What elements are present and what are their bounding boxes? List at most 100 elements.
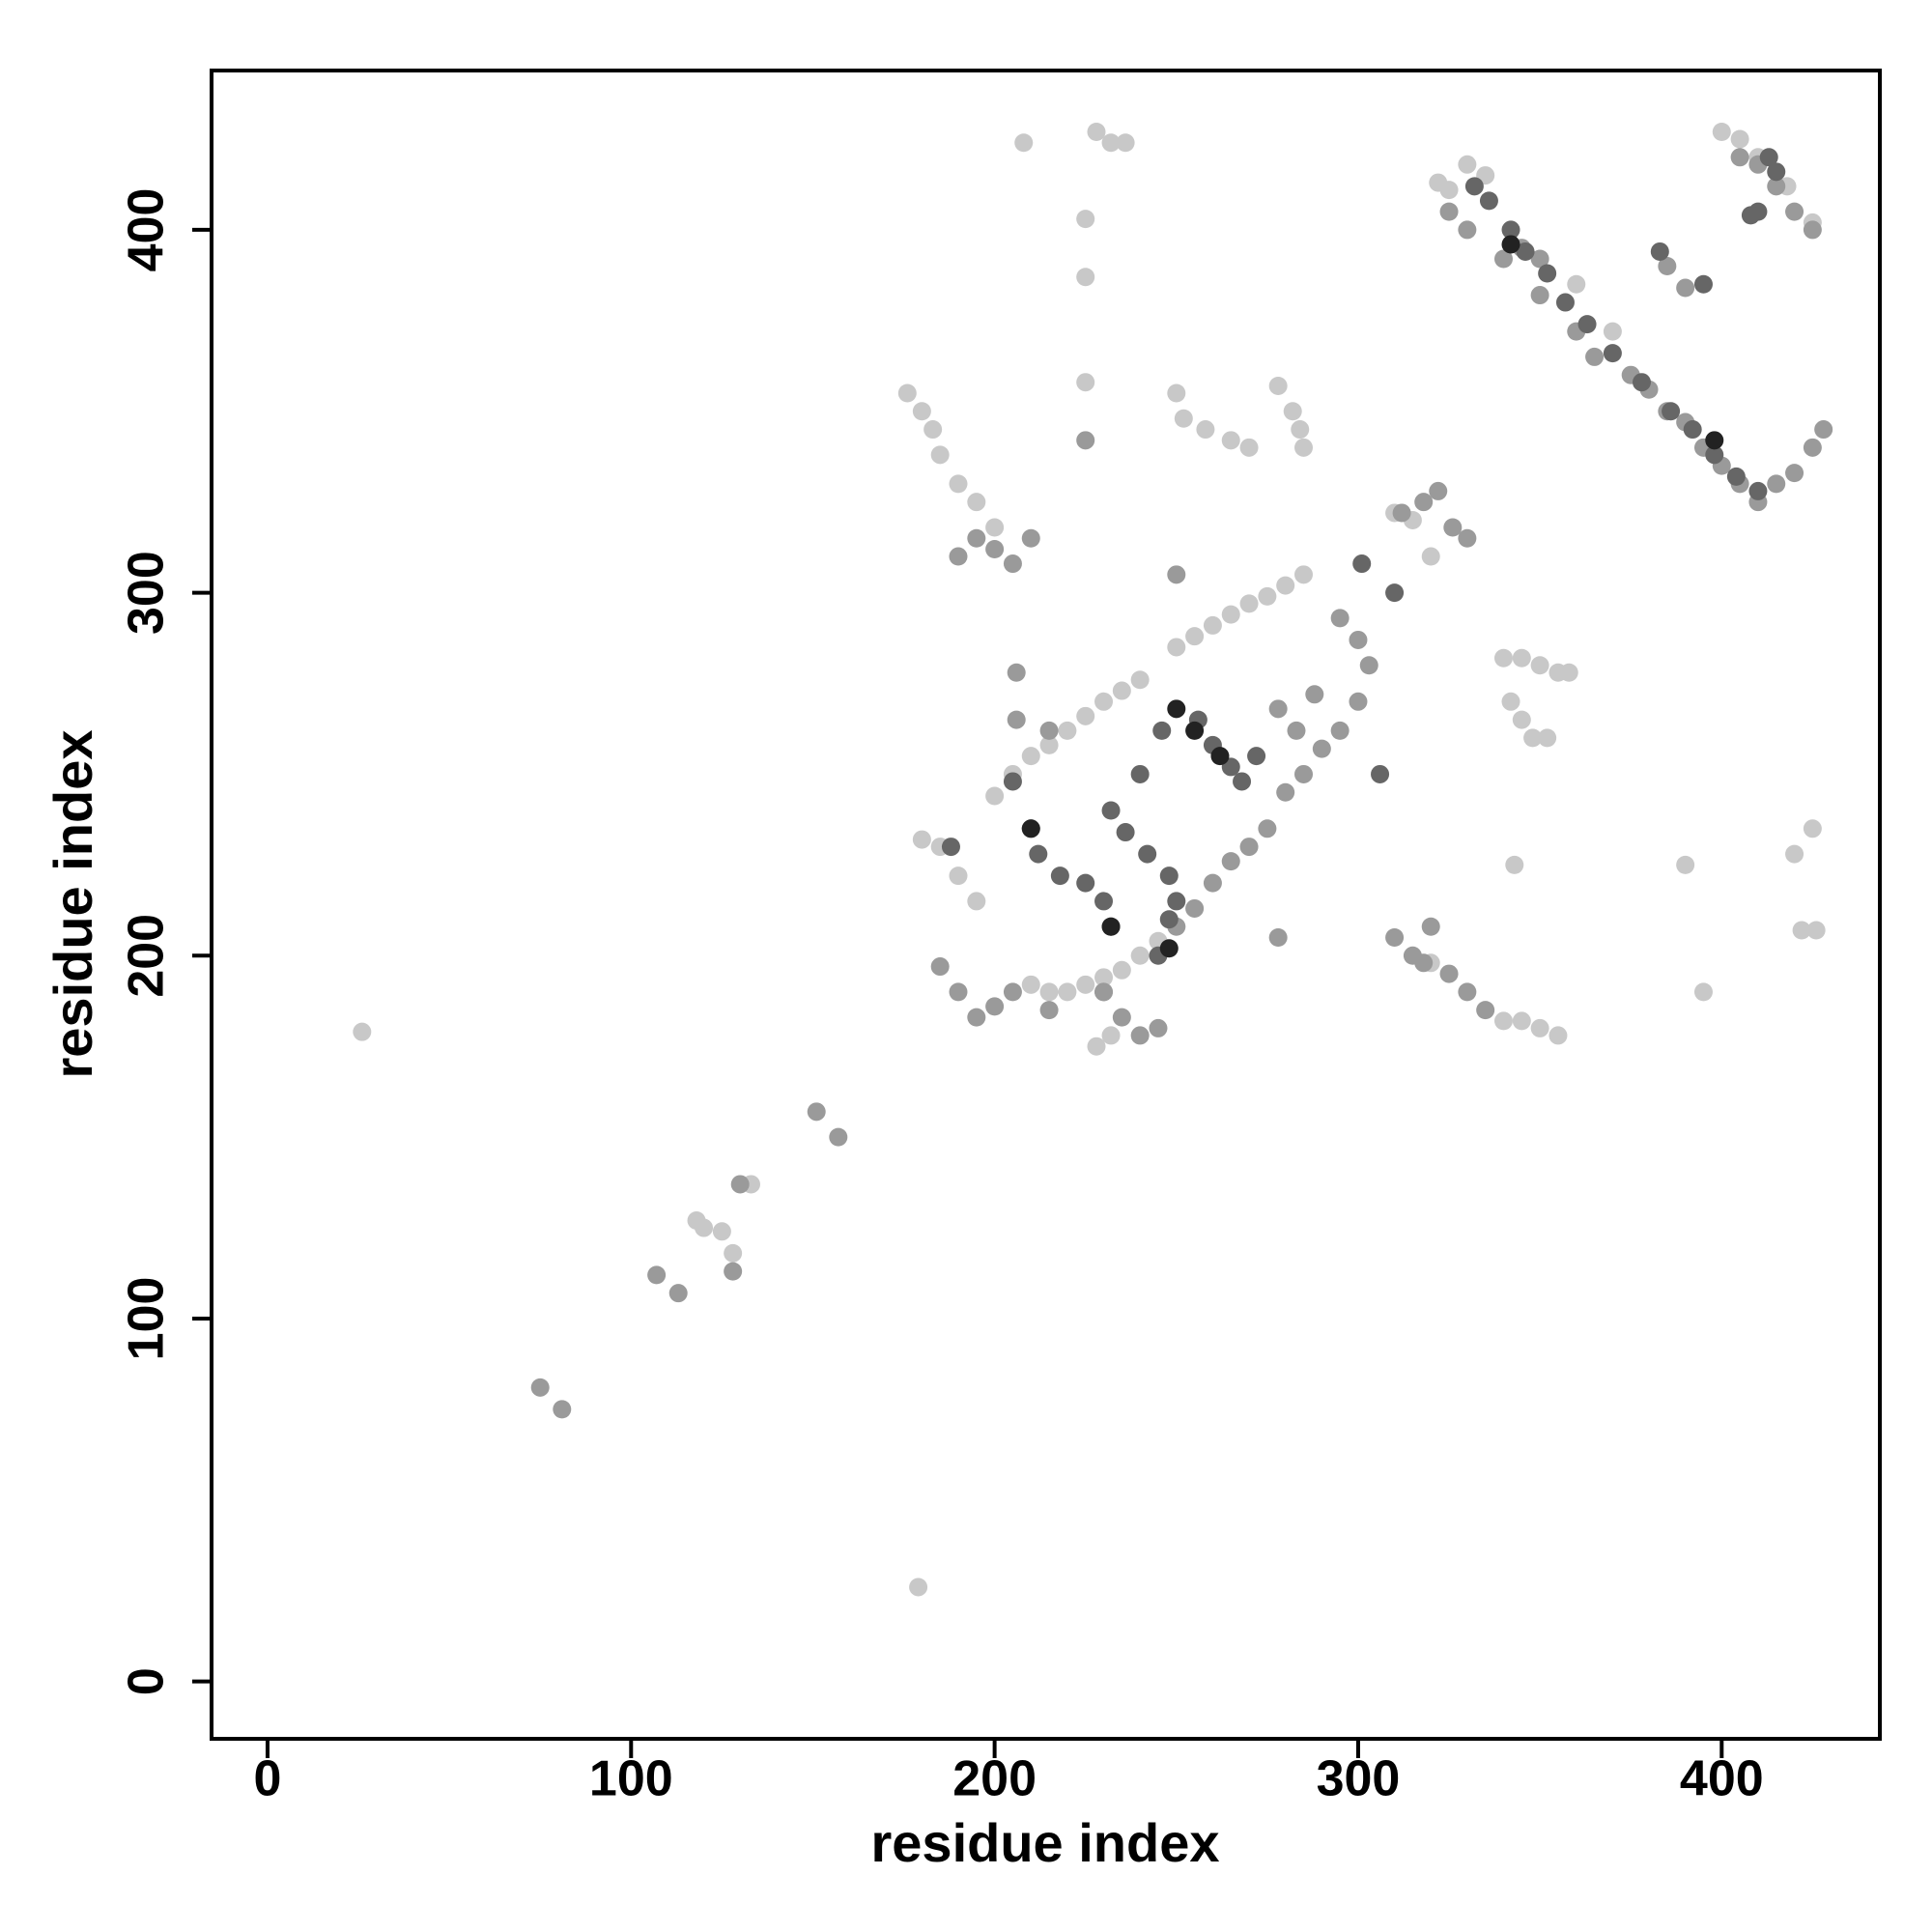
x-tick-label: 100: [589, 1751, 673, 1807]
point: [1530, 249, 1549, 269]
point: [1076, 373, 1095, 392]
point: [1505, 855, 1524, 874]
point: [1538, 728, 1557, 748]
point: [1501, 220, 1520, 240]
point: [553, 1400, 572, 1419]
point: [1476, 1001, 1495, 1020]
point: [1712, 122, 1731, 141]
point: [1429, 481, 1448, 500]
point: [1585, 347, 1605, 366]
point: [1662, 402, 1681, 421]
point: [1159, 867, 1179, 886]
point: [1421, 547, 1440, 566]
point: [1803, 819, 1822, 838]
y-axis-title: residue index: [43, 729, 103, 1078]
x-axis-title: residue index: [870, 1812, 1219, 1873]
point: [1283, 402, 1302, 421]
point: [1287, 721, 1306, 740]
point: [1443, 518, 1463, 537]
point: [985, 786, 1005, 806]
point: [1239, 838, 1259, 857]
point: [1349, 692, 1368, 711]
point: [1748, 481, 1768, 500]
point: [1676, 855, 1695, 874]
point: [1039, 1001, 1059, 1020]
point: [647, 1265, 667, 1285]
point: [1730, 129, 1749, 149]
point: [912, 830, 931, 849]
point: [1530, 286, 1549, 305]
point: [1221, 605, 1240, 624]
point: [1130, 946, 1150, 965]
point: [1349, 630, 1368, 649]
point: [1029, 844, 1048, 864]
point: [1185, 627, 1205, 646]
point: [807, 1102, 826, 1122]
point: [1330, 609, 1350, 628]
point: [1291, 420, 1310, 440]
point: [1530, 1018, 1549, 1037]
point: [1439, 202, 1459, 221]
point: [1233, 772, 1252, 791]
point: [1159, 939, 1179, 958]
point: [1352, 554, 1372, 574]
y-tick-label: 0: [119, 1667, 175, 1695]
point: [1493, 1011, 1513, 1031]
point: [1021, 819, 1040, 838]
point: [1138, 844, 1157, 864]
point: [1221, 852, 1240, 871]
point: [1305, 685, 1324, 704]
y-tick-label: 300: [119, 551, 175, 635]
point: [730, 1175, 750, 1194]
point: [1650, 242, 1669, 261]
point: [1087, 122, 1106, 141]
point: [1385, 583, 1405, 603]
point: [1167, 892, 1186, 911]
point: [1210, 747, 1230, 766]
point: [1167, 565, 1186, 584]
point: [1567, 274, 1586, 294]
point: [1130, 670, 1150, 690]
point: [1493, 648, 1513, 668]
point: [1814, 420, 1833, 440]
point: [1693, 274, 1713, 294]
point: [930, 445, 950, 465]
point: [1458, 155, 1477, 174]
point: [967, 528, 986, 548]
point: [1803, 438, 1822, 457]
point: [1258, 586, 1277, 606]
point: [1087, 1037, 1106, 1056]
point: [1458, 528, 1477, 548]
point: [1330, 721, 1350, 740]
point: [1268, 376, 1288, 395]
point: [1276, 782, 1295, 802]
point: [724, 1243, 743, 1263]
point: [1767, 162, 1786, 182]
point: [1676, 278, 1695, 298]
point: [1785, 464, 1804, 483]
point: [930, 957, 950, 977]
x-tick-label: 300: [1317, 1751, 1401, 1807]
point: [1294, 438, 1314, 457]
point: [1239, 438, 1259, 457]
point: [1312, 739, 1331, 758]
point: [1268, 927, 1288, 947]
point: [1203, 873, 1222, 893]
x-tick-label: 400: [1680, 1751, 1764, 1807]
point: [1112, 681, 1131, 700]
point: [1530, 656, 1549, 675]
point: [1458, 982, 1477, 1002]
point: [1512, 710, 1531, 729]
point: [1258, 819, 1277, 838]
point: [1058, 982, 1077, 1002]
point: [1479, 191, 1498, 211]
point: [1501, 235, 1520, 254]
point: [1003, 554, 1022, 574]
point: [1014, 133, 1034, 153]
point: [1130, 764, 1150, 783]
point: [1806, 921, 1826, 940]
point: [1021, 747, 1040, 766]
point: [1007, 710, 1026, 729]
point: [985, 540, 1005, 559]
